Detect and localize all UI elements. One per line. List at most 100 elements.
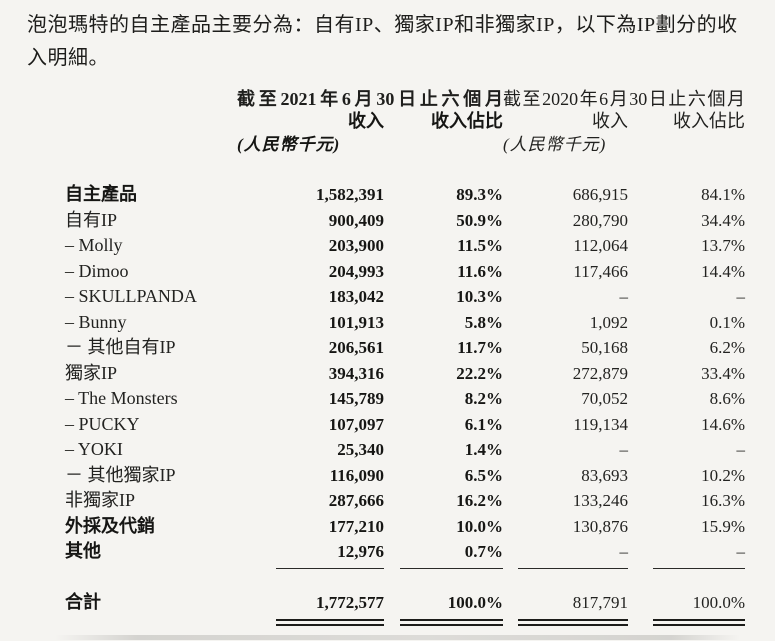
table-header: 截至2021年6月30日止六個月 截至2020年6月30日止六個月 收入 收入佔…: [65, 88, 745, 182]
share-2021-value: 6.5%: [464, 465, 503, 485]
share-2020-value: –: [736, 287, 746, 306]
empty-cell: [628, 133, 745, 156]
share-2020-value: 15.9%: [701, 516, 745, 536]
revenue-2021-value: 206,561: [328, 338, 384, 357]
revenue-2020-value: 112,064: [573, 236, 628, 255]
rule-cell: [628, 565, 745, 573]
revenue-2020-value: 272,879: [572, 363, 628, 383]
revenue-2021-column-header: 收入: [348, 111, 384, 131]
share-2020-value: 10.2%: [701, 465, 745, 485]
share-2021-value: 6.1%: [464, 414, 503, 434]
row-label: 非獨家IP: [65, 490, 136, 510]
share-2020-value: 8.6%: [709, 389, 745, 408]
table-row: – SKULLPANDA 183,042 10.3% – –: [65, 284, 745, 310]
row-label: – PUCKY: [65, 413, 140, 434]
revenue-2021-value: 287,666: [328, 491, 384, 510]
column-header-row: 收入 收入佔比 收入 收入佔比: [65, 110, 745, 133]
unit-row: (人民幣千元) (人民幣千元): [65, 133, 745, 156]
share-2020-value: 14.6%: [701, 414, 745, 434]
table-row: － 其他自有IP 206,561 11.7% 50,168 6.2%: [65, 335, 745, 361]
share-2020-value: 14.4%: [701, 261, 745, 281]
table-row: － 其他獨家IP 116,090 6.5% 83,693 10.2%: [65, 463, 745, 489]
revenue-2021-value: 203,900: [328, 236, 384, 255]
rule-cell: [503, 565, 628, 573]
share-2021-value: 11.5%: [457, 236, 503, 255]
revenue-2021-value: 107,097: [328, 414, 384, 434]
empty-cell: [65, 133, 237, 156]
row-label: – The Monsters: [65, 388, 178, 408]
single-rule: [276, 567, 384, 569]
table-row: 外採及代銷 177,210 10.0% 130,876 15.9%: [65, 514, 745, 540]
revenue-2020-value: 117,466: [573, 261, 628, 281]
share-2020-value: 34.4%: [701, 210, 745, 230]
empty-cell: [384, 133, 503, 156]
empty-cell: [65, 110, 237, 133]
row-label: – Bunny: [65, 311, 127, 332]
revenue-2021-value: 25,340: [337, 440, 384, 459]
total-rule-row: [65, 617, 745, 626]
unit-2021-label: (人民幣千元): [237, 135, 341, 154]
single-rule: [653, 567, 745, 569]
rule-cell: [384, 617, 503, 626]
table-row: – Dimoo 204,993 11.6% 117,466 14.4%: [65, 259, 745, 285]
share-2021-value: 5.8%: [464, 312, 503, 332]
ip-revenue-table: 截至2021年6月30日止六個月 截至2020年6月30日止六個月 收入 收入佔…: [65, 88, 745, 626]
scan-artifact: [55, 635, 740, 640]
table-row: – PUCKY 107,097 6.1% 119,134 14.6%: [65, 412, 745, 438]
subtotal-rule-row: [65, 565, 745, 573]
revenue-2021-value: 394,316: [328, 363, 384, 383]
row-label: 自有IP: [65, 209, 118, 230]
revenue-2020-value: 50,168: [581, 338, 628, 357]
intro-paragraph: 泡泡瑪特的自主產品主要分為：自有IP、獨家IP和非獨家IP，以下為IP劃分的收入…: [27, 14, 738, 69]
header-spacer: [65, 156, 745, 182]
rule-cell: [384, 565, 503, 573]
share-2020-value: 13.7%: [701, 236, 745, 255]
row-label: – YOKI: [65, 439, 123, 459]
revenue-2020-value: 133,246: [572, 491, 628, 510]
share-2021-value: 89.3%: [456, 185, 503, 204]
table-row: – Molly 203,900 11.5% 112,064 13.7%: [65, 233, 745, 259]
total-row: 合計 1,772,577 100.0% 817,791 100.0%: [65, 588, 745, 617]
share-2020-value: 6.2%: [709, 338, 745, 357]
single-rule: [400, 567, 503, 569]
row-label: – Dimoo: [65, 260, 129, 281]
revenue-2020-value: 70,052: [581, 389, 628, 408]
total-share-2021: 100.0%: [447, 592, 503, 612]
scanned-financial-document-page: { "intro": "泡泡瑪特的自主產品主要分為：自有IP、獨家IP和非獨家I…: [0, 9, 775, 641]
share-2020-value: –: [736, 542, 746, 561]
total-spacer: [65, 573, 745, 588]
share-2021-value: 11.6%: [457, 261, 503, 281]
revenue-2020-value: 280,790: [572, 210, 628, 230]
row-label: 獨家IP: [65, 362, 118, 383]
rule-cell: [628, 617, 745, 626]
unit-2020-label: (人民幣千元): [503, 135, 607, 154]
total-share-2020: 100.0%: [692, 592, 745, 612]
revenue-2020-value: 119,134: [573, 414, 628, 434]
share-2020-value: 16.3%: [701, 491, 745, 510]
share-2021-value: 1.4%: [464, 440, 503, 459]
period-header-row: 截至2021年6月30日止六個月 截至2020年6月30日止六個月: [65, 88, 745, 110]
total-revenue-2021: 1,772,577: [316, 592, 384, 612]
revenue-2020-value: –: [619, 542, 629, 561]
share-2021-value: 0.7%: [464, 542, 503, 561]
period-2020-header: 截至2020年6月30日止六個月: [503, 89, 745, 109]
share-2021-value: 22.2%: [456, 363, 503, 383]
table-row: 非獨家IP 287,666 16.2% 133,246 16.3%: [65, 488, 745, 514]
table-row: 其他 12,976 0.7% – –: [65, 539, 745, 565]
total-revenue-2020: 817,791: [572, 592, 628, 612]
share-2020-value: 33.4%: [701, 363, 745, 383]
share-2020-value: 0.1%: [709, 312, 745, 332]
revenue-2021-value: 900,409: [328, 210, 384, 230]
revenue-2020-column-header: 收入: [592, 111, 628, 131]
table-body: 自主產品 1,582,391 89.3% 686,915 84.1% 自有IP …: [65, 182, 745, 565]
rule-cell: [503, 617, 628, 626]
revenue-2020-value: –: [619, 287, 629, 306]
share-2021-value: 10.0%: [456, 516, 503, 536]
share-2021-column-header: 收入佔比: [431, 111, 503, 131]
revenue-2021-value: 177,210: [328, 516, 384, 536]
empty-cell: [65, 88, 237, 110]
revenue-2021-value: 101,913: [328, 312, 384, 332]
revenue-2020-value: 130,876: [572, 516, 628, 536]
total-label: 合計: [65, 591, 101, 612]
share-2021-value: 10.3%: [456, 287, 503, 306]
